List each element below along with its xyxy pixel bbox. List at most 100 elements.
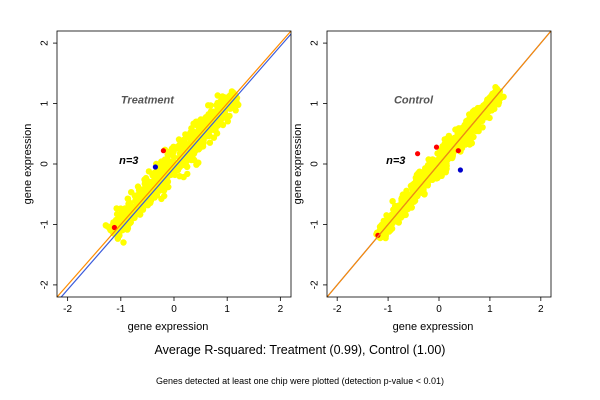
data-point xyxy=(135,191,142,199)
identity-line xyxy=(57,31,291,297)
y-tick-label: 1 xyxy=(310,100,321,106)
data-point xyxy=(440,151,447,158)
data-point xyxy=(214,117,221,124)
data-point xyxy=(124,207,132,215)
y-tick-label: 0 xyxy=(40,161,51,167)
data-point xyxy=(221,114,228,121)
outlier-point xyxy=(152,164,158,170)
sample-size-label: n=3 xyxy=(386,155,405,167)
data-point xyxy=(232,107,239,114)
data-point xyxy=(446,138,453,145)
data-point xyxy=(146,199,154,206)
data-point xyxy=(469,108,477,115)
plot-area xyxy=(57,31,291,297)
data-point xyxy=(228,88,236,95)
x-tick-label: -2 xyxy=(63,304,72,315)
scatter-panel-treatment: -2 -1 0 1 2 -2 -1 0 1 2 gene expression gene expres… xyxy=(22,30,292,333)
data-point xyxy=(164,156,172,164)
y-tick-label: -2 xyxy=(310,280,321,289)
data-point xyxy=(114,235,122,242)
data-point xyxy=(195,129,202,136)
outlier-point xyxy=(415,151,421,157)
outlier-point xyxy=(160,148,166,154)
outlier-point xyxy=(375,232,381,238)
data-point xyxy=(391,212,398,219)
y-tick-label: 0 xyxy=(310,161,321,167)
y-tick-label: 1 xyxy=(40,100,51,106)
x-tick-label: 2 xyxy=(278,304,284,315)
data-point xyxy=(486,99,493,106)
data-point xyxy=(486,94,493,101)
data-point xyxy=(442,169,449,176)
data-point xyxy=(408,182,416,189)
outlier-point xyxy=(433,144,440,150)
data-point xyxy=(221,94,228,101)
outlier-point xyxy=(457,167,463,173)
data-point xyxy=(408,197,415,204)
x-tick-label: -2 xyxy=(333,304,342,315)
data-point xyxy=(445,147,452,154)
data-point xyxy=(200,136,207,144)
data-point xyxy=(170,148,177,155)
data-point xyxy=(145,168,153,175)
data-point xyxy=(424,165,431,172)
data-point xyxy=(156,163,164,171)
y-tick-label: 2 xyxy=(40,40,51,46)
data-point xyxy=(124,226,131,233)
data-point xyxy=(102,222,110,229)
data-point xyxy=(467,138,474,145)
x-tick-label: 2 xyxy=(538,304,544,315)
x-tick-label: -1 xyxy=(384,304,393,315)
data-point xyxy=(455,130,462,138)
x-tick-label: 1 xyxy=(224,304,230,315)
average-r-squared-caption: Average R-squared: Treatment (0.99), Con… xyxy=(154,343,446,357)
data-point xyxy=(139,186,146,193)
y-axis-label: gene expression xyxy=(292,124,304,205)
data-point xyxy=(121,218,129,226)
data-point xyxy=(134,183,142,190)
data-point xyxy=(175,136,183,143)
data-point xyxy=(206,139,214,146)
data-point xyxy=(126,199,134,207)
data-point xyxy=(475,120,482,128)
detection-footnote: Genes detected at least one chip were pl… xyxy=(156,376,444,386)
data-point xyxy=(146,185,154,193)
data-point xyxy=(110,219,117,226)
data-point xyxy=(429,156,436,163)
panel-label: Control xyxy=(394,95,434,107)
data-point xyxy=(487,105,495,112)
identity-line xyxy=(327,31,551,297)
data-point xyxy=(495,101,502,108)
data-point xyxy=(120,239,127,246)
data-point xyxy=(233,98,240,106)
x-tick-label: 0 xyxy=(171,304,177,315)
data-point xyxy=(176,163,183,171)
data-point xyxy=(191,156,198,164)
x-axis-label: gene expression xyxy=(128,321,209,333)
data-point xyxy=(179,149,186,156)
data-point xyxy=(127,219,134,226)
data-point xyxy=(475,107,482,114)
outlier-point xyxy=(455,148,461,154)
x-tick-label: -1 xyxy=(116,304,125,315)
data-point xyxy=(214,92,221,99)
panel-label: Treatment xyxy=(121,95,175,107)
data-point xyxy=(419,189,427,196)
x-tick-label: 0 xyxy=(436,304,442,315)
data-point xyxy=(207,102,214,109)
data-point xyxy=(465,124,472,131)
data-point xyxy=(113,205,120,212)
data-point xyxy=(217,102,224,109)
data-point xyxy=(153,172,161,179)
y-tick-label: 2 xyxy=(310,40,321,46)
data-point xyxy=(158,195,165,203)
data-point xyxy=(214,109,221,116)
y-tick-label: -2 xyxy=(40,280,51,289)
scatter-panel-control: -2 -1 0 1 2 -2 -1 0 1 2 gene expression gene expres… xyxy=(292,30,552,333)
plot-area xyxy=(327,31,551,297)
data-point xyxy=(177,142,184,150)
data-point xyxy=(398,195,405,203)
data-point xyxy=(156,183,163,191)
fit-line xyxy=(60,33,291,297)
